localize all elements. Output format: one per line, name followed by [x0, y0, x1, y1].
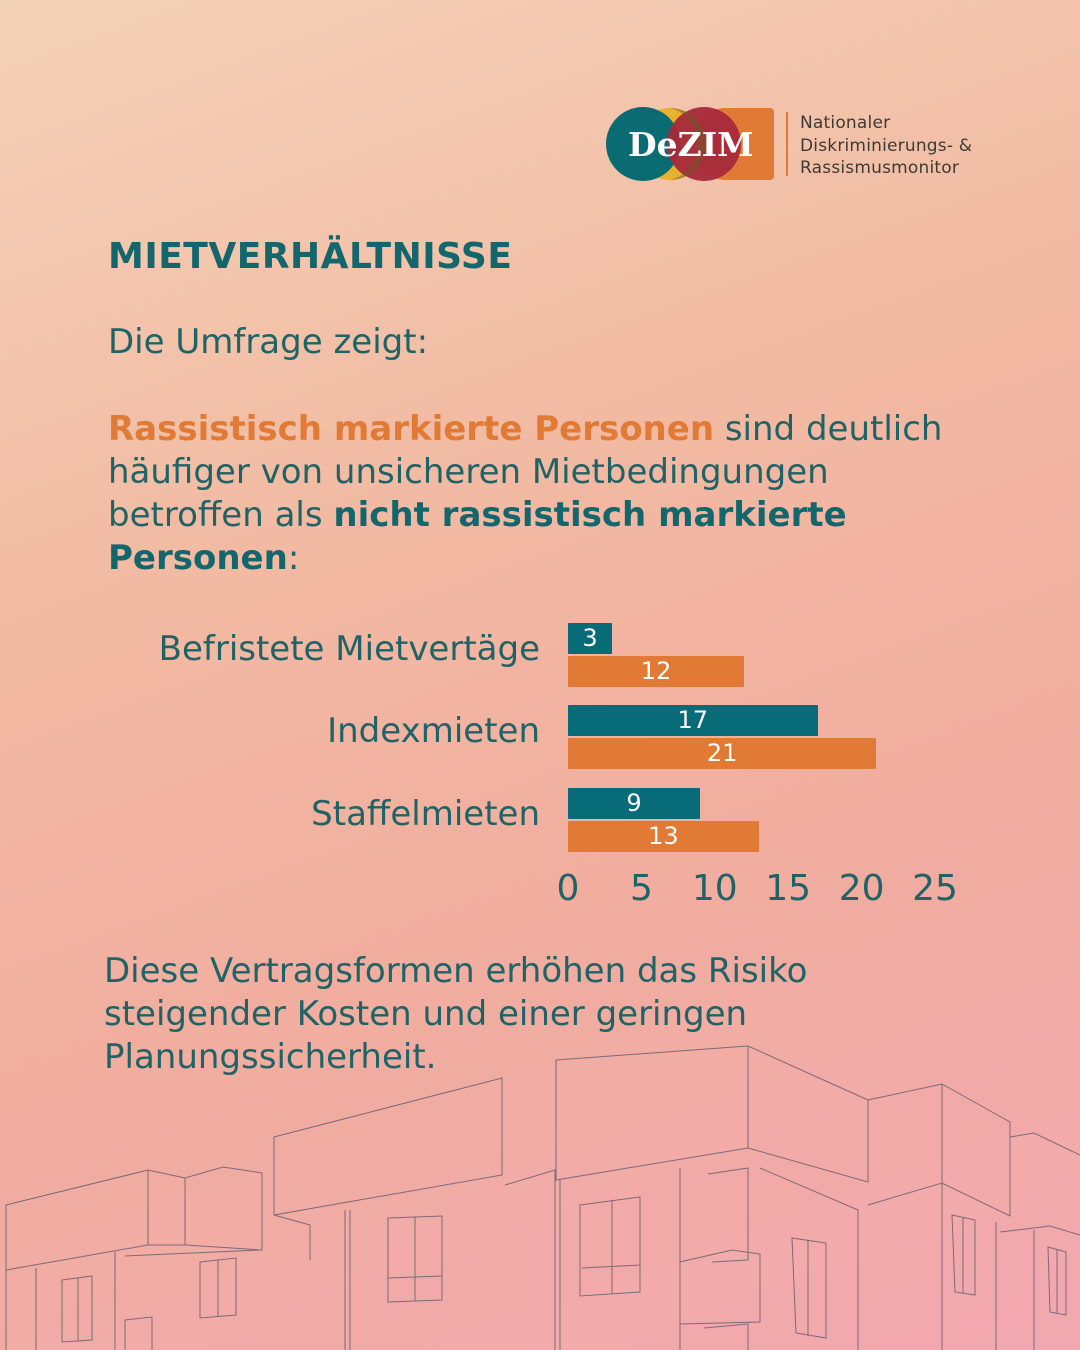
building-illustration [5, 1045, 1080, 1350]
bar-befristete-mietvertäge-series-1 [568, 623, 613, 654]
bar-value-label: 21 [706, 739, 738, 767]
logo-line-1: Nationaler [800, 113, 891, 133]
bar-value-label: 3 [582, 624, 598, 652]
intro-text: Die Umfrage zeigt: [108, 322, 429, 362]
bar-indexmieten-series-1 [568, 705, 818, 736]
logo-circles-icon: DeZIM [606, 107, 774, 181]
highlight-non-racialized: nicht rassistisch markierte Personen [108, 495, 847, 578]
paragraph-text-2: : [287, 538, 300, 578]
logo-text: Nationaler Diskriminierungs- & Rassismus… [800, 112, 972, 180]
summary-paragraph: Rassistisch markierte Personen sind deut… [108, 408, 968, 580]
x-tick-label: 0 [556, 868, 580, 909]
category-label-befristete-mietvertäge: Befristete Mietvertäge [158, 629, 540, 669]
bar-staffelmieten-series-2 [568, 821, 759, 852]
bar-value-label: 12 [640, 657, 672, 685]
logo-divider [786, 112, 788, 176]
x-tick-label: 10 [691, 868, 738, 909]
bar-indexmieten-series-2 [568, 738, 877, 769]
logo-line-2: Diskriminierungs- & [800, 135, 973, 156]
dezim-logo: DeZIM Nationaler Diskriminierungs- & Ras… [606, 106, 976, 182]
bar-befristete-mietvertäge-series-2 [568, 656, 745, 687]
bar-value-label: 13 [648, 822, 679, 850]
x-tick-label: 15 [765, 868, 812, 909]
category-label-staffelmieten: Staffelmieten [311, 794, 540, 834]
logo-line-3: Rassismusmonitor [800, 158, 960, 178]
highlight-racialized: Rassistisch markierte Personen [108, 409, 715, 449]
bar-chart: Befristete Mietvertäge 3 12 Indexmieten 17 21… [0, 600, 1080, 920]
paragraph-text-1: sind deutlich häufiger von unsicheren Mi… [108, 409, 943, 535]
page-title: MIETVERHÄLTNISSE [108, 236, 513, 277]
bar-value-label: 17 [677, 706, 709, 734]
x-tick-label: 5 [629, 868, 653, 909]
bar-staffelmieten-series-1 [568, 788, 701, 819]
logo-teal-circle [606, 107, 680, 181]
outro-text: Diese Vertragsformen erhöhen das Risiko … [104, 951, 808, 1077]
category-label-indexmieten: Indexmieten [327, 711, 540, 751]
x-tick-label: 25 [912, 868, 958, 909]
x-tick-label: 20 [838, 868, 885, 909]
bar-value-label: 9 [626, 789, 642, 817]
logo-wordmark: DeZIM [628, 125, 754, 164]
